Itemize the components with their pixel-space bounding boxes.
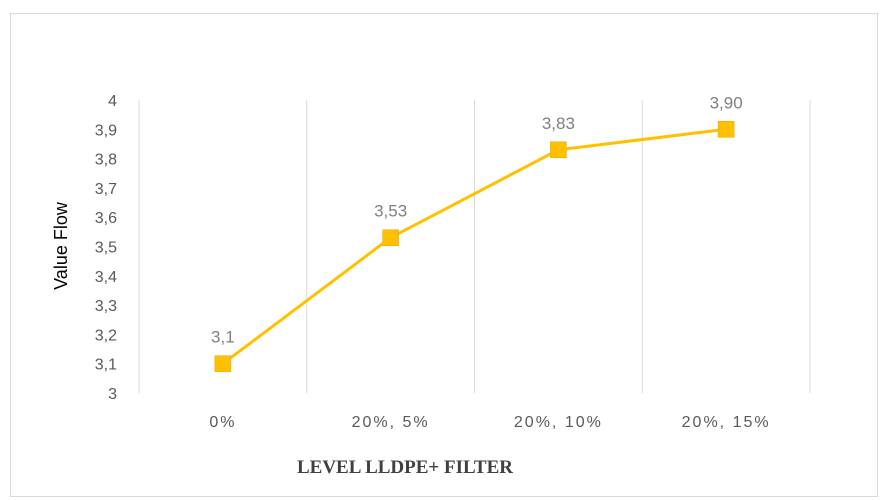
- data-label: 3,83: [542, 114, 575, 133]
- y-tick-label: 3: [108, 386, 117, 403]
- x-tick-label: 20%, 5%: [352, 414, 430, 431]
- y-tick-label: 3,6: [95, 210, 117, 227]
- data-labels: 3,1 3,53 3,83 3,90: [211, 93, 743, 346]
- data-label: 3,90: [710, 93, 743, 112]
- data-point-marker: [717, 121, 735, 138]
- x-tick-label: 20%, 15%: [682, 414, 771, 431]
- data-point-marker: [382, 229, 399, 246]
- y-tick-label: 3,3: [95, 298, 117, 315]
- grid-lines: [138, 100, 811, 393]
- y-axis-ticks: 3 3,1 3,2 3,3 3,4 3,5 3,6 3,7 3,8 3,9 4: [95, 93, 117, 403]
- data-label: 3,53: [374, 202, 407, 221]
- y-tick-label: 3,5: [95, 240, 117, 257]
- y-tick-label: 3,7: [95, 181, 117, 198]
- x-tick-label: 20%, 10%: [514, 414, 603, 431]
- series-layer: [214, 121, 735, 372]
- x-axis-label: LEVEL LLDPE+ FILTER: [297, 457, 513, 478]
- data-point-marker: [214, 355, 232, 372]
- y-tick-label: 3,9: [95, 122, 117, 139]
- y-tick-label: 3,4: [95, 269, 117, 286]
- data-point-marker: [550, 141, 567, 159]
- data-label: 3,1: [211, 328, 235, 347]
- series-line: [221, 127, 727, 365]
- y-tick-label: 3,1: [95, 357, 117, 374]
- x-axis-ticks: 0% 20%, 5% 20%, 10% 20%, 15%: [209, 414, 771, 431]
- chart-frame: [10, 13, 878, 497]
- y-tick-label: 4: [108, 93, 117, 110]
- x-tick-label: 0%: [209, 414, 236, 431]
- y-axis-label: Value Flow: [51, 201, 71, 290]
- y-tick-label: 3,8: [95, 152, 117, 169]
- y-tick-label: 3,2: [95, 327, 117, 344]
